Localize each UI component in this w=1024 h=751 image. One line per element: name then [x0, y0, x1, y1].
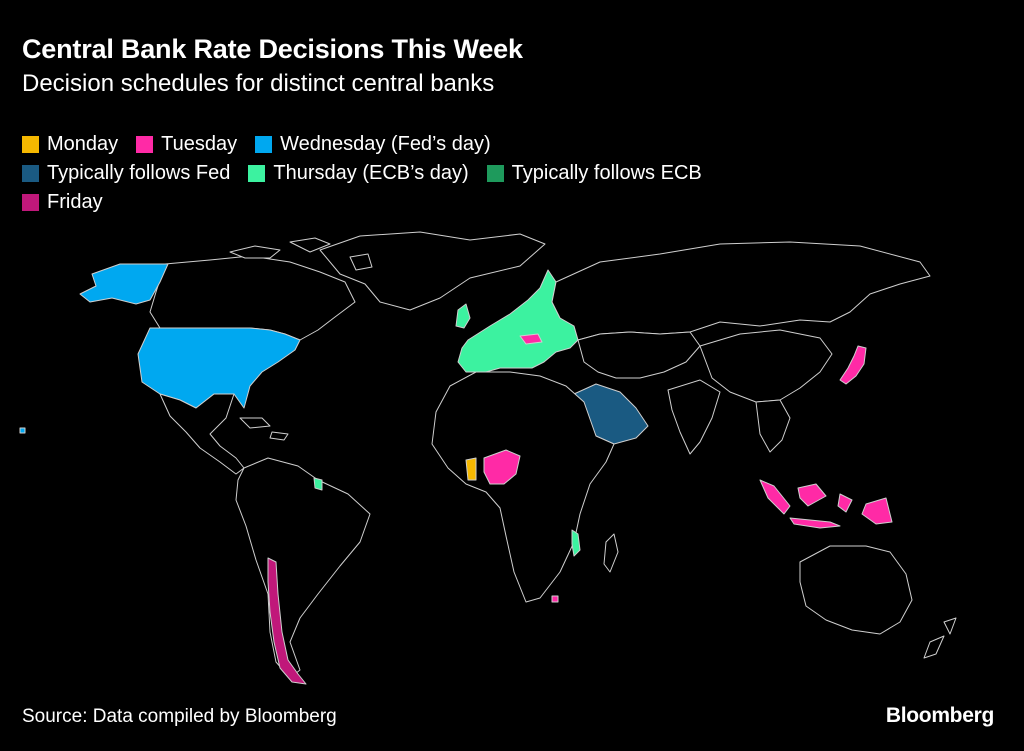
- legend-row-1: Monday Tuesday Wednesday (Fed’s day): [22, 130, 822, 159]
- caribbean-shape: [239, 417, 289, 441]
- lesotho-shape: [551, 595, 559, 603]
- legend-label-tuesday: Tuesday: [161, 133, 238, 155]
- malawi-shape: [571, 529, 581, 557]
- ghana-shape: [465, 457, 477, 481]
- legend-item-wednesday: Wednesday (Fed’s day): [255, 133, 491, 156]
- legend-item-tuesday: Tuesday: [136, 133, 237, 156]
- legend-item-follows-fed: Typically follows Fed: [22, 162, 230, 185]
- indonesia-shape: [759, 479, 893, 529]
- legend-item-thursday: Thursday (ECB’s day): [248, 162, 469, 185]
- legend-item-friday: Friday: [22, 191, 103, 214]
- legend-swatch-thursday: [248, 165, 266, 182]
- suriname-shape: [313, 477, 323, 491]
- world-map: [0, 222, 1024, 692]
- india-shape: [667, 379, 721, 455]
- nigeria-shape: [483, 449, 521, 485]
- canada-shape: [149, 255, 356, 341]
- source-note: Source: Data compiled by Bloomberg: [22, 706, 337, 727]
- hawaii-shape: [19, 427, 26, 434]
- central-asia-shape: [577, 331, 701, 379]
- mexico-shape: [159, 393, 245, 475]
- legend-label-follows-ecb: Typically follows ECB: [511, 162, 702, 184]
- bloomberg-logo: Bloomberg: [885, 704, 994, 727]
- hungary-shape: [519, 333, 543, 345]
- legend-swatch-follows-fed: [22, 165, 39, 182]
- legend-label-monday: Monday: [47, 133, 119, 155]
- legend-swatch-tuesday: [136, 136, 154, 153]
- new-zealand-shape: [923, 617, 957, 659]
- legend-label-thursday: Thursday (ECB’s day): [273, 162, 469, 184]
- legend-row-2: Typically follows Fed Thursday (ECB’s da…: [22, 159, 822, 188]
- legend-swatch-follows-ecb: [486, 165, 504, 182]
- legend-swatch-wednesday: [255, 136, 273, 153]
- legend: Monday Tuesday Wednesday (Fed’s day) Typ…: [22, 130, 822, 217]
- japan-shape: [839, 345, 867, 385]
- south-america-shape: [235, 457, 371, 679]
- world-map-svg: [19, 231, 957, 685]
- legend-item-monday: Monday: [22, 133, 118, 156]
- legend-label-friday: Friday: [47, 191, 103, 213]
- russia-shape: [551, 241, 931, 341]
- chart-title: Central Bank Rate Decisions This Week: [22, 34, 523, 64]
- africa-shape: [431, 371, 615, 603]
- legend-label-wednesday: Wednesday (Fed’s day): [280, 133, 491, 155]
- legend-item-follows-ecb: Typically follows ECB: [486, 162, 702, 185]
- se-asia-shape: [755, 399, 791, 453]
- madagascar-shape: [603, 533, 619, 573]
- alaska-shape: [79, 263, 169, 305]
- legend-swatch-monday: [22, 136, 39, 153]
- legend-label-follows-fed: Typically follows Fed: [47, 162, 231, 184]
- legend-row-3: Friday: [22, 188, 822, 217]
- uk-shape: [455, 303, 471, 329]
- legend-swatch-friday: [22, 194, 39, 211]
- chart-subtitle: Decision schedules for distinct central …: [22, 70, 495, 97]
- china-shape: [699, 329, 833, 403]
- australia-shape: [799, 545, 913, 635]
- arctic-islands-shape: [229, 237, 373, 271]
- greenland-shape: [319, 231, 546, 311]
- chile-shape: [267, 557, 307, 685]
